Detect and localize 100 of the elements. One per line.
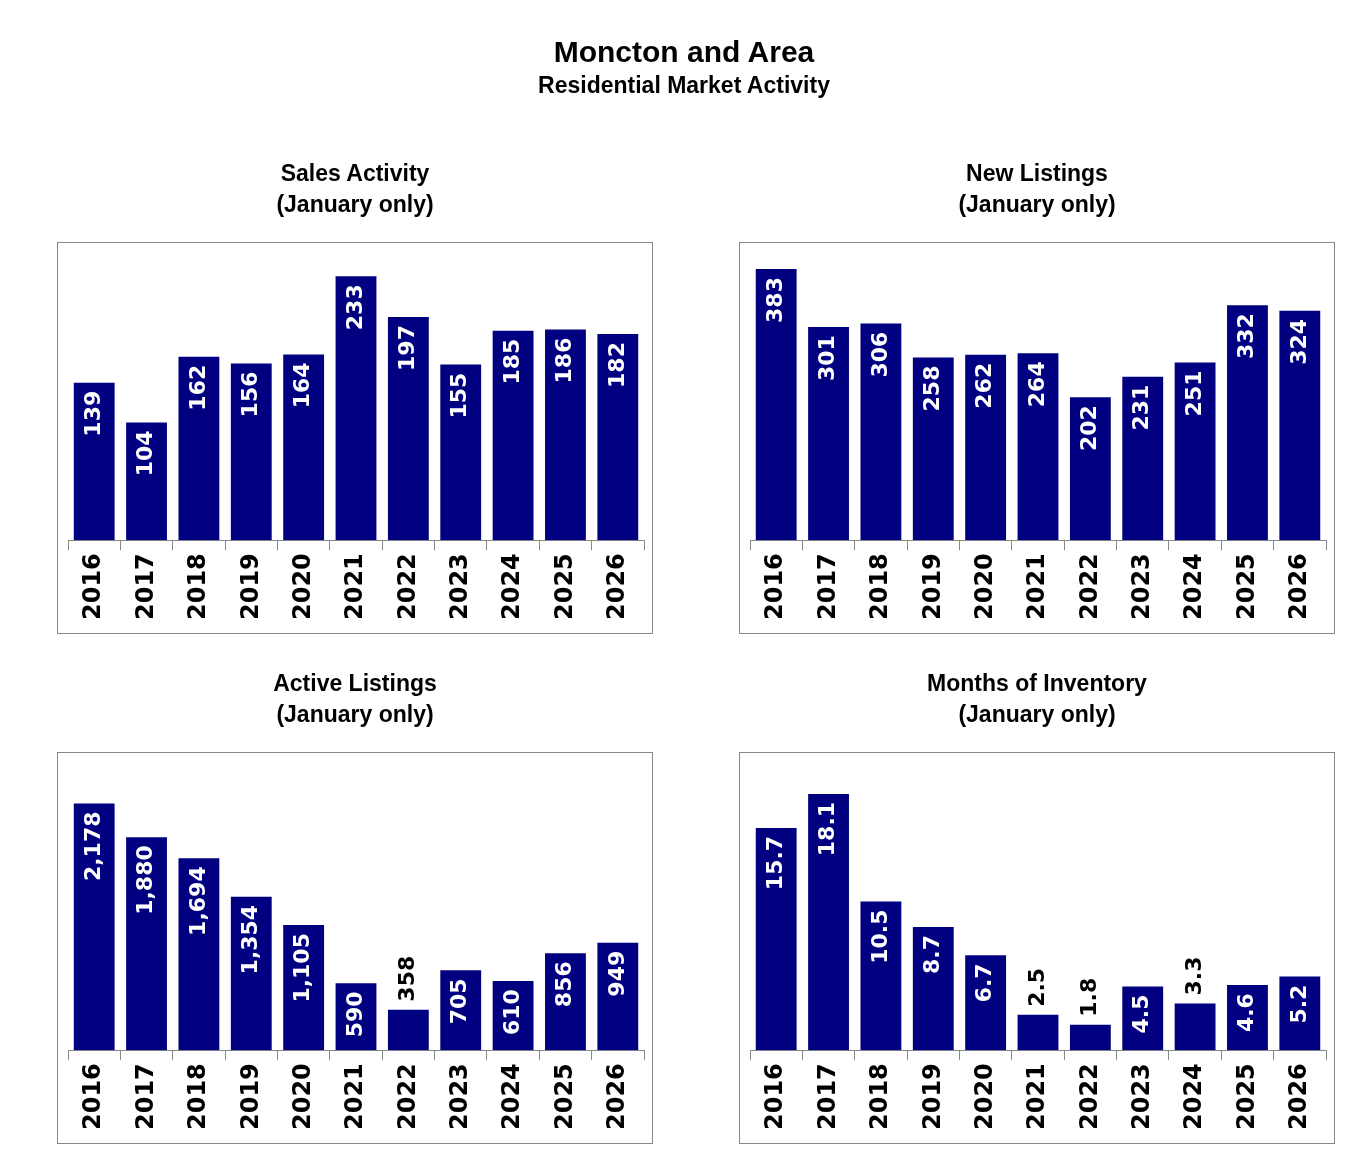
data-label: 306 <box>866 331 892 378</box>
data-label: 590 <box>341 991 367 1038</box>
x-tick-label: 2018 <box>865 1063 894 1130</box>
x-tick-label: 2019 <box>917 553 946 620</box>
data-label: 5.2 <box>1285 984 1311 1024</box>
x-tick-label: 2021 <box>1022 1063 1051 1130</box>
chart-subtitle: (January only) <box>275 700 435 729</box>
bar <box>755 827 797 1051</box>
text: Residential Market Activity <box>537 71 831 100</box>
x-tick-label: 2022 <box>392 553 421 620</box>
data-label: 8.7 <box>918 935 944 974</box>
bar <box>73 803 115 1051</box>
bar <box>73 382 115 541</box>
chart-title: Months of Inventory <box>926 669 1148 698</box>
data-label: 104 <box>132 430 158 477</box>
chart-title: Active Listings <box>272 669 438 698</box>
data-label: 610 <box>498 989 524 1036</box>
data-label: 358 <box>394 955 420 1002</box>
x-tick-label: 2016 <box>760 553 789 620</box>
data-label: 1,105 <box>289 933 315 1003</box>
data-label: 202 <box>1076 405 1102 452</box>
x-tick-label: 2023 <box>444 553 473 620</box>
bar <box>860 323 902 541</box>
data-label: 139 <box>79 390 105 437</box>
text: Moncton and Area <box>552 34 816 70</box>
bar <box>1017 1014 1059 1051</box>
data-label: 258 <box>918 365 944 412</box>
x-tick-label: 2026 <box>1284 1063 1313 1130</box>
data-label: 2.5 <box>1023 967 1049 1007</box>
bar <box>126 837 167 1051</box>
data-label: 1,354 <box>236 904 262 975</box>
bar <box>178 858 220 1051</box>
data-label: 186 <box>551 337 577 384</box>
bar <box>965 354 1007 541</box>
x-tick-label: 2024 <box>497 553 526 620</box>
data-label: 705 <box>446 978 472 1025</box>
x-tick-label: 2016 <box>78 553 107 620</box>
data-label: 197 <box>394 325 420 371</box>
x-tick-label: 2024 <box>1179 553 1208 620</box>
x-tick-label: 2020 <box>969 1063 998 1130</box>
x-tick-label: 2017 <box>130 1063 159 1130</box>
x-tick-label: 2024 <box>1179 1063 1208 1130</box>
bar <box>283 354 325 541</box>
bar <box>1069 1024 1111 1051</box>
data-label: 856 <box>551 961 577 1008</box>
x-tick-label: 2025 <box>1231 1063 1260 1130</box>
x-tick-label: 2020 <box>969 553 998 620</box>
x-tick-label: 2022 <box>1074 553 1103 620</box>
data-label: 383 <box>761 277 787 323</box>
bar <box>126 422 167 541</box>
x-tick-label: 2025 <box>549 1063 578 1130</box>
bar <box>1279 310 1321 541</box>
x-tick-label: 2025 <box>1231 553 1260 620</box>
bar <box>808 793 849 1051</box>
data-label: 155 <box>446 372 472 419</box>
bar <box>545 329 586 541</box>
bar <box>860 901 902 1051</box>
x-tick-label: 2026 <box>602 553 631 620</box>
x-tick-label: 2022 <box>392 1063 421 1130</box>
data-label: 301 <box>814 335 840 382</box>
bar <box>808 327 849 541</box>
bar <box>755 269 797 541</box>
x-tick-label: 2021 <box>1022 553 1051 620</box>
data-label: 10.5 <box>866 909 892 964</box>
bar <box>1174 362 1216 541</box>
x-tick-label: 2020 <box>287 553 316 620</box>
data-label: 264 <box>1023 361 1049 408</box>
bar <box>492 330 534 541</box>
data-label: 324 <box>1285 318 1311 365</box>
data-label: 233 <box>341 284 367 331</box>
bar <box>178 356 220 541</box>
bar <box>912 357 954 541</box>
x-tick-label: 2023 <box>1126 553 1155 620</box>
data-label: 185 <box>498 338 524 385</box>
x-tick-label: 2018 <box>183 1063 212 1130</box>
x-tick-label: 2024 <box>497 1063 526 1130</box>
x-tick-label: 2022 <box>1074 1063 1103 1130</box>
bar <box>335 276 377 541</box>
data-label: 4.6 <box>1233 993 1259 1033</box>
data-label: 3.3 <box>1180 956 1206 996</box>
bar <box>230 363 272 541</box>
data-label: 949 <box>603 950 629 997</box>
data-label: 6.7 <box>971 963 997 1003</box>
x-tick-label: 2016 <box>78 1063 107 1130</box>
x-tick-label: 2026 <box>1284 553 1313 620</box>
bar <box>1069 397 1111 541</box>
chart-title: Sales Activity <box>279 159 431 188</box>
x-tick-label: 2019 <box>235 553 264 620</box>
x-tick-label: 2025 <box>549 553 578 620</box>
bar <box>387 317 429 541</box>
x-tick-label: 2020 <box>287 1063 316 1130</box>
x-tick-label: 2017 <box>130 553 159 620</box>
data-label: 18.1 <box>814 801 840 857</box>
bar <box>965 955 1007 1051</box>
x-tick-label: 2017 <box>812 1063 841 1130</box>
data-label: 15.7 <box>761 835 787 891</box>
bar <box>230 896 272 1051</box>
chart-subtitle: (January only) <box>275 190 435 219</box>
bar <box>1174 1003 1216 1051</box>
chart-subtitle: (January only) <box>957 190 1117 219</box>
